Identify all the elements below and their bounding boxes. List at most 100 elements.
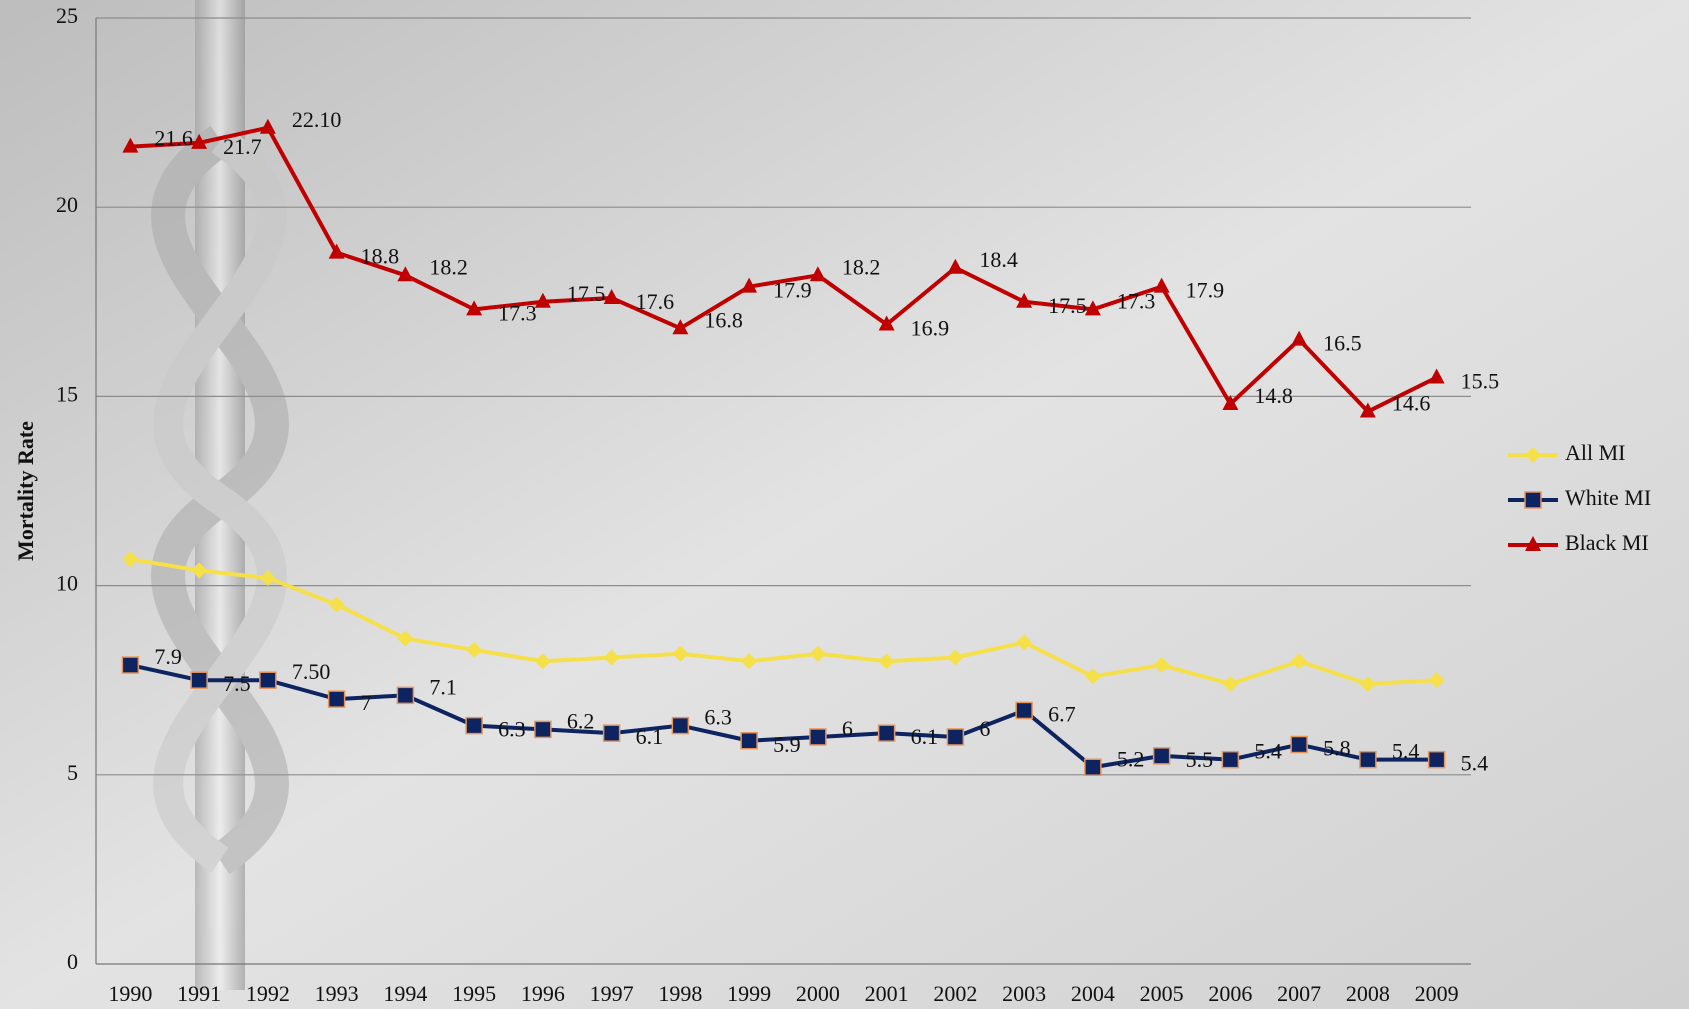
- data-point: [603, 289, 620, 305]
- data-label: 7: [361, 690, 372, 715]
- data-point: [1222, 394, 1239, 410]
- x-tick-label: 2009: [1415, 981, 1459, 1006]
- data-point: [1084, 758, 1102, 776]
- x-tick-label: 2008: [1346, 981, 1390, 1006]
- data-label: 5.9: [773, 732, 801, 757]
- y-tick-label: 15: [56, 381, 78, 406]
- data-point: [947, 649, 964, 666]
- data-point: [741, 277, 758, 293]
- series-line: [130, 557, 1437, 686]
- data-label: 17.6: [636, 289, 675, 314]
- data-label: 18.2: [429, 254, 468, 279]
- data-label: 16.8: [704, 307, 743, 332]
- data-label: 14.6: [1392, 391, 1431, 416]
- data-label: 16.5: [1323, 331, 1362, 356]
- data-label: 17.9: [1186, 278, 1225, 303]
- data-point: [1153, 277, 1170, 293]
- x-tick-label: 1997: [590, 981, 634, 1006]
- data-point: [122, 551, 139, 568]
- data-point: [191, 133, 208, 149]
- data-point: [259, 570, 276, 587]
- data-point: [327, 690, 346, 708]
- data-label: 22.10: [292, 107, 342, 132]
- data-point: [946, 728, 965, 746]
- data-point: [1016, 634, 1033, 651]
- x-tick-label: 2000: [796, 981, 840, 1006]
- data-label: 17.3: [498, 300, 537, 325]
- data-point: [809, 266, 826, 282]
- y-tick-label: 5: [67, 760, 78, 785]
- data-point: [602, 724, 621, 742]
- legend-label: All MI: [1565, 440, 1626, 465]
- data-point: [534, 720, 552, 739]
- x-tick-label: 1990: [108, 981, 152, 1006]
- data-point: [466, 641, 483, 658]
- data-label: 18.2: [842, 254, 881, 279]
- data-label: 6.3: [704, 705, 732, 730]
- data-label: 7.9: [154, 644, 182, 669]
- x-tick-label: 1995: [452, 981, 496, 1006]
- data-label: 17.3: [1117, 288, 1156, 313]
- x-tick-label: 1998: [658, 981, 702, 1006]
- data-label: 6: [842, 716, 853, 741]
- data-point: [122, 137, 139, 153]
- data-point: [259, 671, 277, 689]
- data-point: [1015, 701, 1033, 720]
- data-label: 6.1: [911, 724, 939, 749]
- data-point: [328, 596, 345, 613]
- x-tick-label: 2007: [1277, 981, 1321, 1006]
- data-point: [1016, 292, 1033, 308]
- data-point: [259, 118, 276, 134]
- data-label: 21.7: [223, 134, 262, 159]
- series-line: [130, 125, 1438, 414]
- data-label: 18.4: [979, 247, 1018, 272]
- data-label: 7.5: [223, 671, 251, 696]
- data-point: [1428, 368, 1445, 384]
- data-label: 6.2: [567, 708, 595, 733]
- data-point: [671, 716, 690, 735]
- data-point: [1222, 675, 1239, 692]
- data-label: 5.4: [1461, 751, 1489, 776]
- data-point: [741, 653, 758, 670]
- data-label: 5.2: [1117, 746, 1145, 771]
- data-point: [1359, 675, 1376, 692]
- data-point: [465, 716, 483, 735]
- series-line: [129, 663, 1437, 770]
- caduceus-decoration: [151, 0, 289, 990]
- legend-marker: [1524, 491, 1542, 509]
- legend-marker: [1525, 536, 1541, 551]
- data-point: [878, 653, 895, 670]
- data-label: 7.1: [429, 674, 457, 699]
- data-point: [672, 319, 689, 335]
- data-point: [1290, 735, 1308, 754]
- data-label: 21.6: [154, 126, 193, 151]
- data-label: 5.4: [1254, 739, 1282, 764]
- x-tick-label: 2004: [1071, 981, 1115, 1006]
- data-point: [534, 292, 551, 308]
- x-tick-label: 1996: [521, 981, 565, 1006]
- data-point: [1359, 402, 1376, 418]
- data-point: [191, 562, 208, 579]
- data-point: [1152, 747, 1171, 765]
- data-point: [1084, 300, 1101, 316]
- x-tick-label: 2006: [1208, 981, 1252, 1006]
- data-point: [1153, 657, 1170, 674]
- data-point: [121, 656, 140, 674]
- data-label: 14.8: [1254, 383, 1293, 408]
- x-tick-label: 1993: [315, 981, 359, 1006]
- data-point: [878, 315, 895, 331]
- x-tick-label: 2002: [933, 981, 977, 1006]
- x-tick-label: 2003: [1002, 981, 1046, 1006]
- data-point: [1359, 750, 1377, 769]
- legend-label: Black MI: [1565, 530, 1649, 555]
- x-tick-label: 1991: [177, 981, 221, 1006]
- data-label: 6.3: [498, 717, 526, 742]
- data-point: [397, 630, 414, 647]
- data-label: 17.5: [1048, 293, 1087, 318]
- data-label: 17.9: [773, 278, 812, 303]
- data-point: [466, 300, 483, 316]
- legend-label: White MI: [1565, 485, 1651, 510]
- data-point: [672, 645, 689, 662]
- data-point: [190, 671, 208, 689]
